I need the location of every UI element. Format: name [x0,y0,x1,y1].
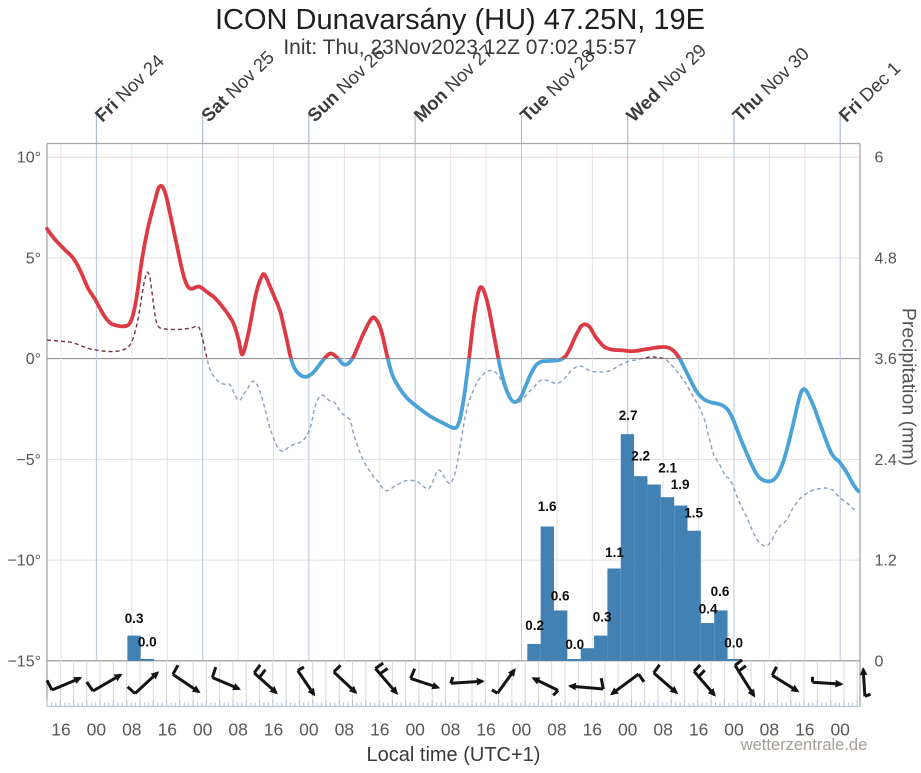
svg-text:0.0: 0.0 [565,637,584,652]
svg-text:1.6: 1.6 [538,499,557,514]
svg-text:wetterzentrale.de: wetterzentrale.de [740,736,868,754]
svg-text:0.0: 0.0 [724,635,743,650]
svg-text:2.4: 2.4 [875,452,897,469]
svg-text:1.1: 1.1 [605,545,624,560]
svg-text:16: 16 [264,720,283,740]
svg-text:0°: 0° [26,351,41,368]
svg-text:16: 16 [476,720,495,740]
svg-text:−5°: −5° [16,452,41,469]
svg-text:0.2: 0.2 [525,618,544,633]
svg-text:0: 0 [875,653,884,670]
svg-text:ICON Dunavarsány (HU) 47.25N,: ICON Dunavarsány (HU) 47.25N, 19E [215,4,705,36]
svg-text:0.4: 0.4 [699,602,718,617]
svg-text:4.8: 4.8 [875,250,897,267]
svg-text:08: 08 [122,720,141,740]
svg-text:00: 00 [512,720,532,740]
svg-text:0.0: 0.0 [138,635,157,650]
svg-text:0.3: 0.3 [593,609,612,624]
svg-text:−10°: −10° [7,553,41,570]
svg-text:08: 08 [228,720,247,740]
svg-text:16: 16 [51,720,70,740]
svg-text:08: 08 [441,720,460,740]
svg-text:08: 08 [653,720,672,740]
svg-text:2.2: 2.2 [631,449,650,464]
svg-text:1.5: 1.5 [684,506,703,521]
svg-text:00: 00 [193,720,213,740]
svg-text:3.6: 3.6 [875,351,897,368]
svg-text:08: 08 [547,720,566,740]
svg-text:0.6: 0.6 [551,589,570,604]
svg-text:08: 08 [335,720,354,740]
svg-text:00: 00 [724,720,744,740]
svg-text:10°: 10° [17,150,41,167]
svg-text:1.9: 1.9 [671,477,690,492]
svg-text:16: 16 [583,720,602,740]
svg-text:16: 16 [158,720,177,740]
svg-text:08: 08 [760,720,779,740]
svg-text:0.3: 0.3 [125,611,144,626]
svg-text:2.7: 2.7 [619,408,638,423]
svg-text:2.1: 2.1 [658,461,677,476]
svg-text:00: 00 [618,720,638,740]
svg-text:6: 6 [875,150,884,167]
svg-text:Local time (UTC+1): Local time (UTC+1) [367,744,541,766]
svg-text:00: 00 [299,720,319,740]
svg-text:00: 00 [87,720,107,740]
svg-text:16: 16 [795,720,814,740]
svg-text:0.6: 0.6 [711,584,730,599]
svg-text:00: 00 [830,720,850,740]
svg-text:−15°: −15° [7,653,41,670]
svg-text:5°: 5° [26,250,41,267]
svg-text:16: 16 [689,720,708,740]
svg-text:Precipitation (mm): Precipitation (mm) [898,308,920,466]
svg-text:16: 16 [370,720,389,740]
svg-text:00: 00 [405,720,425,740]
svg-text:Init: Thu, 23Nov2023 12Z 07:02: Init: Thu, 23Nov2023 12Z 07:02 15:57 [283,36,636,59]
svg-text:1.2: 1.2 [875,553,897,570]
